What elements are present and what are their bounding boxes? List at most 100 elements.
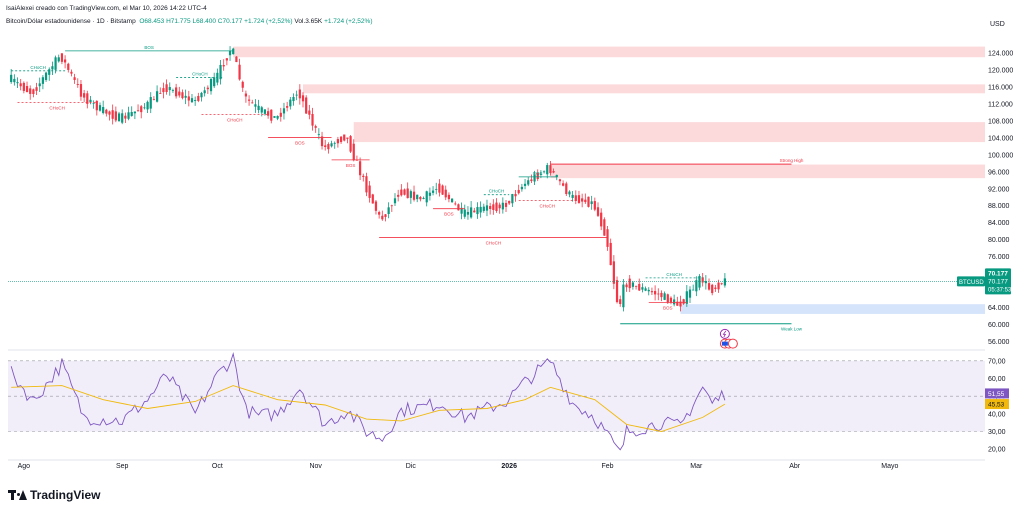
candle-body (140, 106, 143, 113)
symbol-tag-text: BTCUSD (959, 280, 984, 286)
price-tick-label: 56.000 (988, 339, 1010, 346)
candle-body (466, 211, 470, 215)
candle-body (663, 293, 666, 300)
candle-body (676, 301, 679, 306)
structure-label: CHoCH (49, 106, 65, 111)
candle-body (254, 104, 257, 107)
candle-body (60, 53, 64, 62)
candle-body (536, 172, 539, 180)
candle-body (333, 142, 336, 144)
candle-body (381, 215, 384, 220)
candle-body (225, 58, 228, 61)
price-tick-label: 124.000 (988, 50, 1013, 57)
candle-body (581, 198, 584, 202)
candle-body (495, 202, 498, 212)
candle-body (682, 299, 685, 304)
candle-body (673, 299, 676, 305)
us-flag-icon-canton (721, 341, 728, 346)
candle-body (695, 280, 698, 292)
price-tick-label: 80.000 (988, 237, 1010, 244)
candle-body (374, 201, 378, 211)
candle-body (54, 57, 57, 70)
candle-body (105, 109, 108, 114)
candle-body (16, 82, 19, 84)
candle-body (447, 194, 451, 200)
candle-body (117, 113, 121, 122)
candle-body (596, 207, 600, 216)
candle-body (267, 111, 270, 116)
price-tick-label: 116.000 (988, 84, 1013, 91)
candle-body (155, 91, 159, 102)
structure-label: BOS (663, 305, 673, 310)
time-tick-label: Abr (789, 463, 801, 470)
candle-body (628, 278, 631, 289)
time-tick-label: Oct (212, 463, 223, 470)
candle-body (70, 71, 73, 74)
candle-body (241, 81, 244, 88)
candle-body (638, 283, 641, 291)
candle-body (692, 289, 695, 291)
candle-body (479, 206, 482, 213)
candle-body (251, 102, 254, 104)
candle-body (320, 136, 324, 147)
candle-body (235, 56, 238, 63)
candle-body (187, 96, 190, 101)
candle-body (32, 89, 35, 95)
candle-body (704, 281, 707, 284)
tradingview-logo-icon (8, 490, 27, 500)
candle-body (403, 189, 406, 195)
ohlc-high: H71.775 (166, 18, 191, 25)
level-label: Strong High (780, 158, 804, 163)
price-tick-label: 96.000 (988, 169, 1010, 176)
candle-body (416, 194, 419, 200)
candle-body (305, 97, 308, 114)
candle-body (289, 99, 292, 107)
candle-body (600, 212, 603, 227)
candle-body (168, 87, 171, 91)
candle-body (476, 207, 479, 215)
candle-body (460, 207, 463, 214)
candle-body (701, 277, 704, 283)
candle-body (282, 108, 286, 114)
candle-body (679, 301, 682, 307)
candle-body (311, 114, 314, 126)
candle-body (387, 207, 390, 215)
candle-body (419, 196, 422, 200)
price-tick-label: 76.000 (988, 254, 1010, 261)
candle-body (247, 99, 251, 101)
candle-body (346, 137, 349, 139)
candle-body (444, 189, 447, 198)
tradingview-logo: TradingView (8, 488, 100, 502)
candle-body (89, 99, 92, 103)
candle-body (397, 194, 400, 197)
candle-body (527, 180, 530, 185)
candle-body (232, 48, 235, 55)
candle-body (723, 278, 726, 286)
level-label: Weak Low (781, 327, 803, 332)
ohlc-low: L68.400 (192, 18, 216, 25)
candle-body (428, 192, 431, 196)
volume-change: +1.724 (+2,52%) (324, 18, 373, 25)
candle-body (114, 111, 117, 121)
candle-body (669, 297, 673, 303)
currency-label: USD (990, 21, 1005, 28)
candle-body (29, 88, 32, 94)
ohlc-open: O68.453 (139, 18, 165, 25)
candle-body (489, 206, 492, 209)
candle-body (470, 207, 473, 218)
candle-body (539, 173, 543, 175)
candle-body (197, 95, 200, 101)
candle-body (324, 145, 327, 148)
candle-body (222, 65, 225, 67)
symbol-name[interactable]: Bitcoin/Dólar estadounidense · 1D · Bits… (6, 18, 136, 25)
price-tag-value: 70.177 (988, 270, 1008, 277)
candle-body (625, 284, 628, 288)
candle-body (400, 189, 403, 196)
candle-body (352, 143, 355, 161)
structure-label: BOS (533, 171, 543, 176)
price-tag-countdown: 05:37:53 (988, 287, 1012, 293)
candle-body (485, 205, 489, 211)
candle-body (79, 84, 83, 97)
candle-body (83, 93, 86, 98)
